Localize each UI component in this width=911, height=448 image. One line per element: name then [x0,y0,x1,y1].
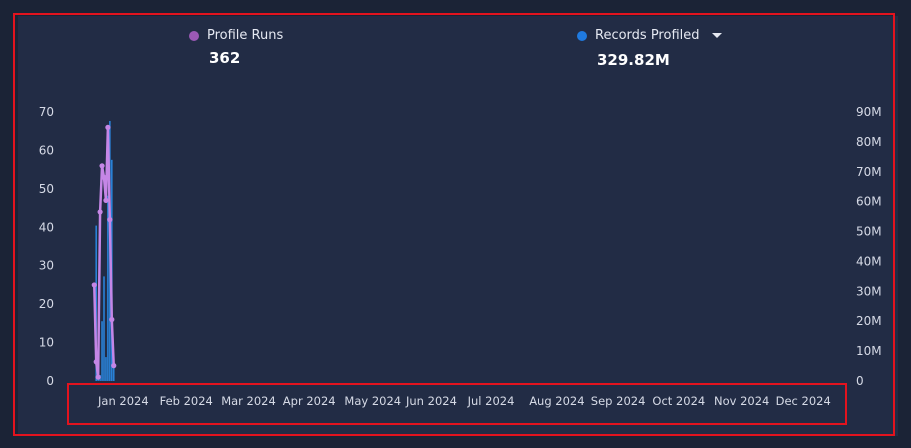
profile-runs-label: Profile Runs [207,28,284,43]
left-axis: 0 10 20 30 40 50 60 70 [39,105,54,388]
records-profiled-bar [107,195,109,381]
right-axis-tick-label: 60M [856,195,882,209]
records-profiled-value: 329.82M [597,51,670,69]
highlight-outline-x-axis [67,383,847,425]
profile-runs-point [107,217,113,223]
left-axis-tick-label: 50 [39,182,54,196]
profile-runs-point [103,197,109,203]
records-profiled-bar [103,276,105,381]
chart-panel [18,16,898,436]
x-axis-tick-label: Aug 2024 [529,394,584,408]
records-profiled-bar [101,321,103,381]
records-profiled-legend-dot [577,30,587,41]
highlight-outline-chart [13,13,895,436]
right-axis-tick-label: 70M [856,165,882,179]
x-axis-tick-label: Sep 2024 [591,394,646,408]
x-axis-tick-label: Nov 2024 [714,394,769,408]
profile-runs-value: 362 [209,49,241,67]
records-profiled-bar [105,357,107,381]
profile-runs-metric: Profile Runs 362 [189,28,283,67]
right-axis-tick-label: 40M [856,254,882,268]
profile-runs-point [105,124,111,130]
profile-runs-point [91,282,97,288]
records-profiled-bar [112,363,115,381]
profile-runs-point [99,163,105,169]
x-axis: Jan 2024 Feb 2024 Mar 2024 Apr 2024 May 2024… [97,394,831,408]
right-axis-tick-label: 30M [856,284,882,298]
records-profiled-metric: Records Profiled 329.82M [577,28,722,69]
left-axis-tick-label: 10 [39,336,54,350]
x-axis-tick-label: Oct 2024 [652,394,705,408]
records-profiled-bar [95,225,97,381]
right-axis-tick-label: 80M [856,135,882,149]
x-axis-tick-label: Mar 2024 [221,394,276,408]
right-axis-tick-label: 0 [856,374,864,388]
x-axis-tick-label: Jan 2024 [97,394,149,408]
right-axis-tick-label: 20M [856,314,882,328]
right-axis-tick-label: 10M [856,344,882,358]
x-axis-tick-label: May 2024 [344,394,401,408]
profile-runs-point [101,174,107,180]
right-axis-tick-label: 90M [856,105,882,119]
profile-runs-legend-dot [189,30,199,41]
profile-runs-legend[interactable]: Profile Runs [189,28,283,43]
x-axis-tick-label: Jun 2024 [405,394,457,408]
records-profiled-legend[interactable]: Records Profiled [577,28,722,43]
left-axis-tick-label: 40 [39,220,54,234]
right-axis-tick-label: 50M [856,225,882,239]
left-axis-tick-label: 30 [39,259,54,273]
x-axis-tick-label: Dec 2024 [776,394,831,408]
left-axis-tick-label: 60 [39,143,54,157]
profile-runs-point [109,316,115,323]
records-profiled-label: Records Profiled [595,28,700,43]
records-profiled-dropdown-icon[interactable] [711,33,722,38]
x-axis-tick-label: Jul 2024 [467,394,515,408]
profile-runs-point [93,359,99,365]
left-axis-tick-label: 20 [39,297,54,311]
right-axis: 0 10M 20M 30M 40M 50M 60M 70M 80M 90M [856,105,882,388]
profile-runs-point [97,209,103,215]
x-axis-tick-label: Feb 2024 [160,394,213,408]
x-axis-tick-label: Apr 2024 [283,394,336,408]
left-axis-tick-label: 0 [46,374,54,388]
profile-runs-line [91,124,117,380]
profile-runs-point [95,374,101,380]
profile-runs-point [111,363,117,369]
left-axis-tick-label: 70 [39,105,54,119]
